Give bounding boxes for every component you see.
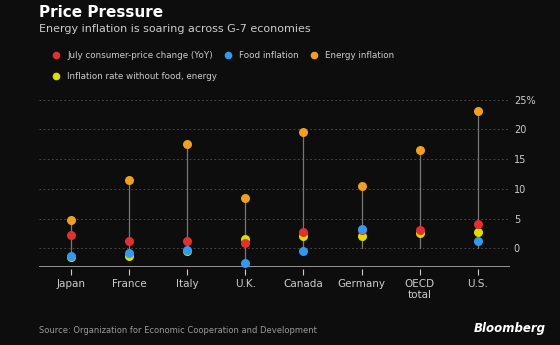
Text: Energy inflation is soaring across G-7 economies: Energy inflation is soaring across G-7 e… xyxy=(39,24,311,34)
Legend: Inflation rate without food, energy: Inflation rate without food, energy xyxy=(44,68,221,84)
Text: Source: Organization for Economic Cooperation and Development: Source: Organization for Economic Cooper… xyxy=(39,326,317,335)
Text: Bloomberg: Bloomberg xyxy=(474,322,546,335)
Text: Price Pressure: Price Pressure xyxy=(39,5,164,20)
Legend: July consumer-price change (YoY), Food inflation, Energy inflation: July consumer-price change (YoY), Food i… xyxy=(44,48,398,63)
